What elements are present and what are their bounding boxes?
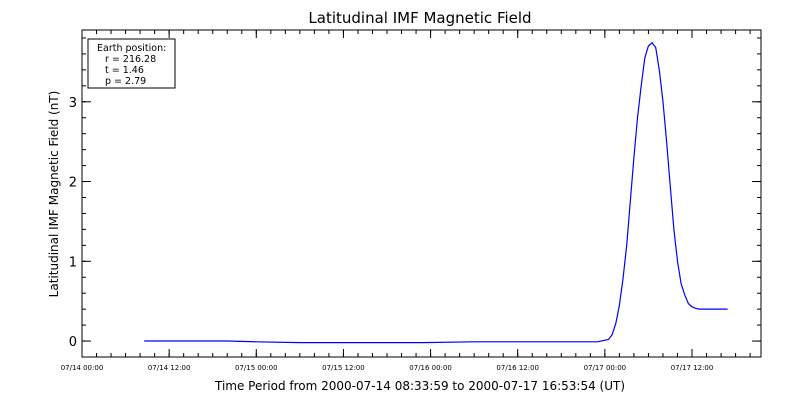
tick-marks [81,30,761,358]
x-tick-label: 07/16 12:00 [496,364,539,372]
x-tick-label: 07/15 12:00 [322,364,365,372]
x-tick-labels: 07/14 00:00 07/14 12:00 07/15 00:00 07/15 1… [61,364,714,372]
series-line [144,41,728,344]
y-tick-label: 3 [69,96,77,111]
y-tick-label: 2 [69,176,77,191]
legend-line: r = 216.28 [105,54,156,65]
legend-line: t = 1.46 [105,65,144,76]
y-tick-label: 1 [69,255,77,270]
x-axis-label: Time Period from 2000-07-14 08:33:59 to … [214,379,625,393]
y-axis-label: Latitudinal IMF Magnetic Field (nT) [47,91,61,298]
legend-box: Earth position: r = 216.28 t = 1.46 p = … [87,38,176,89]
y-tick-label: 0 [69,335,77,350]
x-tick-label: 07/17 12:00 [671,364,714,372]
plot-frame [81,29,762,358]
x-tick-label: 07/14 00:00 [61,364,104,372]
legend-line: Earth position: [97,43,166,54]
x-tick-label: 07/15 00:00 [235,364,278,372]
legend-line: p = 2.79 [105,76,146,87]
x-tick-label: 07/16 00:00 [409,364,452,372]
x-tick-label: 07/14 12:00 [148,364,191,372]
chart-title: Latitudinal IMF Magnetic Field [308,9,531,27]
x-tick-label: 07/17 00:00 [584,364,627,372]
y-tick-labels: 0 1 2 3 [69,96,77,350]
